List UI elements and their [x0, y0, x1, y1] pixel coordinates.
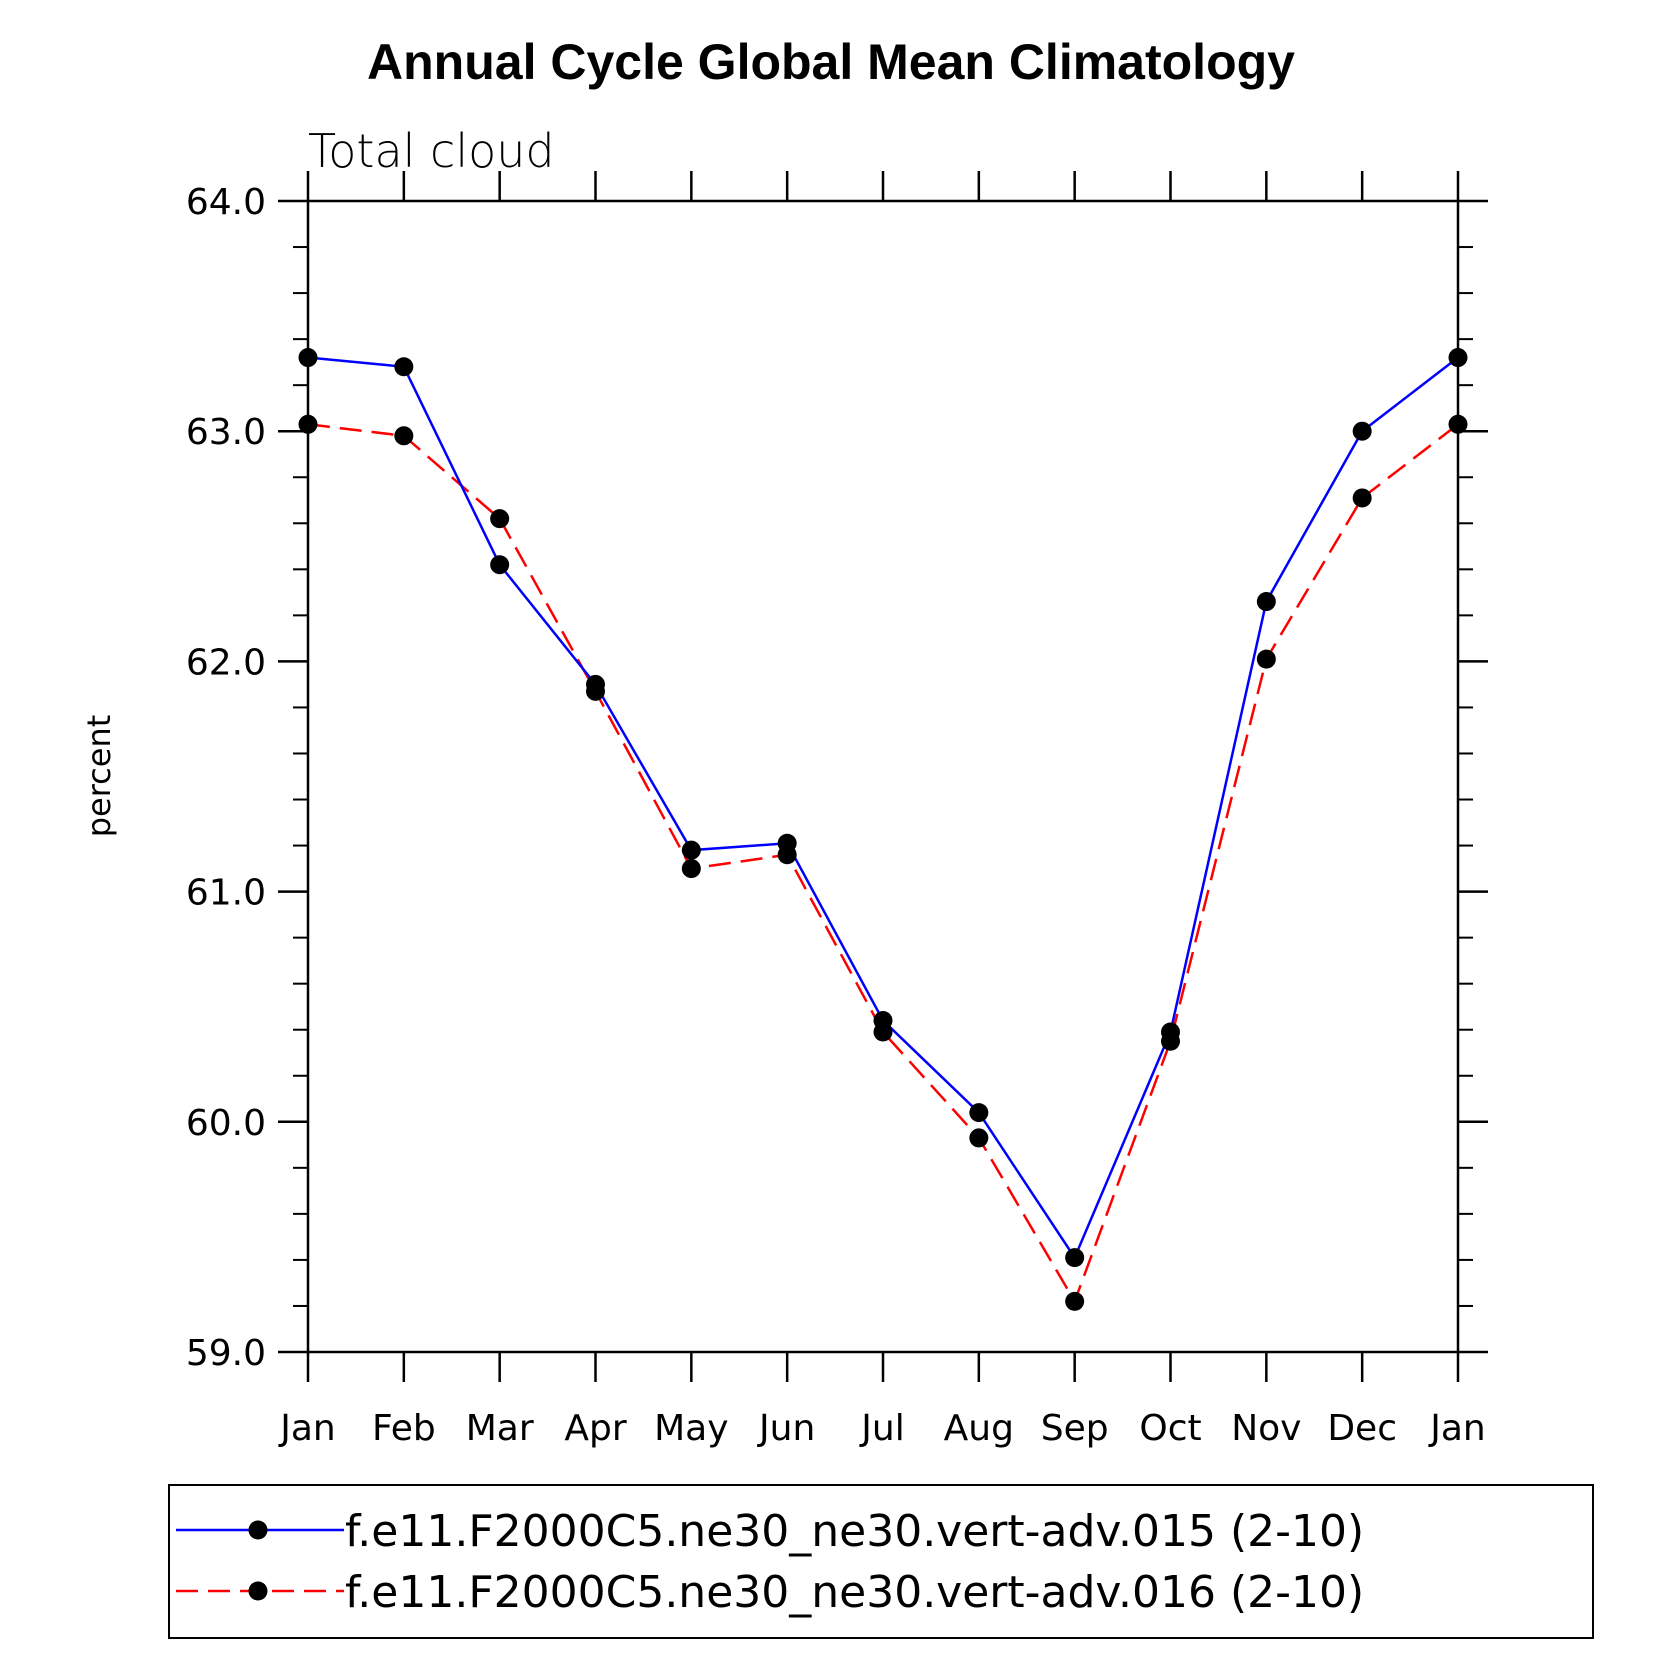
series-line-2 — [307, 423, 1459, 1305]
y-tick-label: 61.0 — [186, 873, 266, 914]
y-tick-label: 64.0 — [186, 182, 266, 223]
series-2-point — [1352, 488, 1372, 508]
series-2-point — [1161, 1031, 1180, 1051]
legend-label-2: f.e11.F2000C5.ne30_ne30.vert-adv.016 (2-… — [345, 1567, 1364, 1618]
x-tick-label: Aug — [944, 1408, 1014, 1449]
axis-ticks: Jan Feb Mar Apr May Jun Jul Aug Sep Oct Nov Dec Jan 5… — [186, 171, 1488, 1449]
x-tick-label: Feb — [372, 1408, 436, 1449]
series-2-point — [681, 859, 701, 879]
y-tick-label: 60.0 — [186, 1103, 266, 1144]
series-line-1 — [307, 356, 1459, 1261]
legend-label-1: f.e11.F2000C5.ne30_ne30.vert-adv.015 (2-… — [345, 1506, 1364, 1557]
series-2-point — [586, 681, 605, 701]
y-tick-label: 63.0 — [186, 412, 266, 453]
x-tick-label: Jan — [1428, 1408, 1486, 1449]
series-2-point — [1256, 649, 1276, 669]
series-1-point — [1065, 1248, 1085, 1268]
series-2-point — [969, 1128, 989, 1148]
y-tick-label: 59.0 — [186, 1333, 266, 1374]
series-1-point — [1256, 592, 1276, 612]
x-tick-label: Mar — [466, 1408, 534, 1449]
x-tick-label: Jan — [278, 1408, 336, 1449]
series-1-point — [490, 555, 510, 575]
y-axis-label: percent — [80, 715, 118, 838]
x-tick-label: May — [654, 1408, 728, 1449]
x-tick-label: Oct — [1139, 1408, 1201, 1449]
chart-subtitle: Total cloud — [308, 124, 555, 178]
series-lines — [298, 348, 1468, 1311]
series-2-point — [394, 426, 414, 446]
series-2-point — [1448, 414, 1468, 434]
series-1-point — [1448, 348, 1468, 368]
plot-frame — [306, 199, 1460, 1354]
series-1-point — [1352, 421, 1372, 441]
x-tick-label: Nov — [1231, 1408, 1301, 1449]
legend-marker-2 — [248, 1581, 268, 1601]
x-tick-label: Apr — [564, 1408, 626, 1449]
series-2-point — [777, 845, 797, 865]
series-1-point — [681, 840, 701, 860]
legend-box — [168, 1484, 1594, 1639]
legend-marker-1 — [248, 1520, 268, 1540]
x-tick-label: Jul — [859, 1408, 904, 1449]
series-1-point — [298, 348, 318, 368]
series-2-point — [873, 1022, 893, 1042]
chart-title: Annual Cycle Global Mean Climatology — [367, 34, 1295, 90]
series-2-point — [1065, 1291, 1085, 1311]
y-tick-label: 62.0 — [186, 642, 266, 683]
series-2-point — [298, 414, 318, 434]
series-2-point — [490, 509, 510, 529]
x-tick-label: Sep — [1041, 1408, 1109, 1449]
x-tick-label: Jun — [757, 1408, 815, 1449]
series-1-point — [969, 1103, 989, 1123]
x-tick-label: Dec — [1327, 1408, 1397, 1449]
legend: f.e11.F2000C5.ne30_ne30.vert-adv.015 (2-… — [168, 1484, 1594, 1639]
series-1-point — [394, 357, 414, 377]
